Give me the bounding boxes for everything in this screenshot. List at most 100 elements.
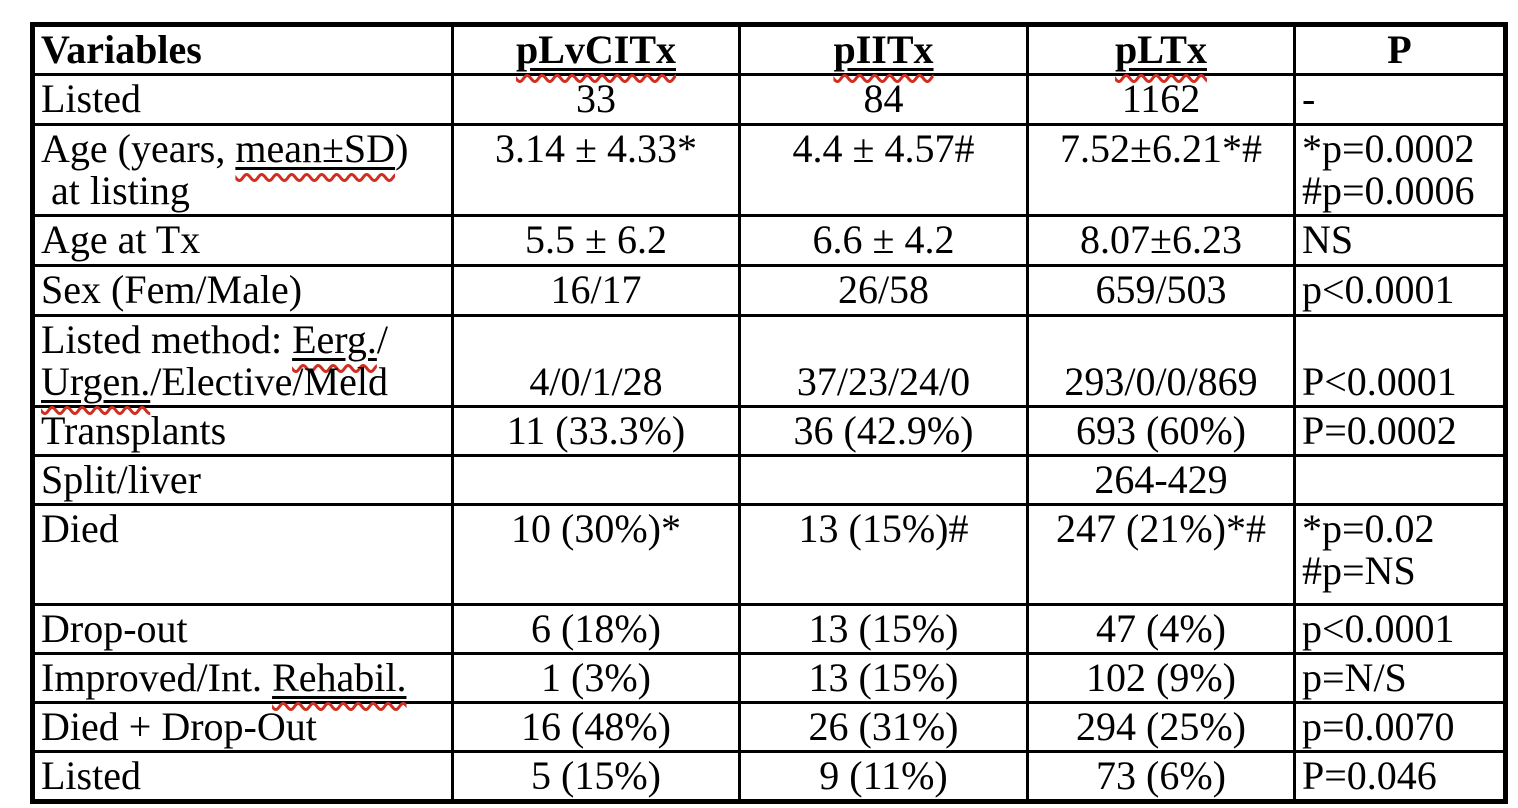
text-segment: Died + Drop-Out bbox=[41, 704, 317, 749]
cell-line: 693 (60%) bbox=[1035, 410, 1287, 452]
cell-age-at-tx-col2: 6.6 ± 4.2 bbox=[738, 214, 1029, 267]
cell-listed-col2: 84 bbox=[738, 73, 1029, 126]
cell-sex-col0: Sex (Fem/Male) bbox=[31, 264, 454, 317]
cell-listed-end-col2: 9 (11%) bbox=[738, 750, 1029, 803]
cell-drop-out-col3: 47 (4%) bbox=[1026, 603, 1296, 655]
cell-improved-int-rehabil-col3: 102 (9%) bbox=[1026, 652, 1296, 704]
row-died-plus-drop-out: Died + Drop-Out 16 (48%) 26 (31%) 294 (25%)… bbox=[31, 701, 1507, 753]
cell-split-liver-col4 bbox=[1293, 454, 1507, 506]
cell-listed-method-col3: 293/0/0/869 bbox=[1026, 314, 1296, 408]
cell-listed-end-col0: Listed bbox=[31, 750, 454, 803]
cell-line: P<0.0001 bbox=[1302, 361, 1497, 403]
text-segment: 4.4 ± 4.57# bbox=[792, 126, 975, 171]
text-segment: P<0.0001 bbox=[1302, 359, 1457, 404]
text-segment: Transplants bbox=[41, 408, 227, 453]
cell-line: 4.4 ± 4.57# bbox=[747, 128, 1020, 170]
cell-died-col2: 13 (15%)# bbox=[738, 503, 1029, 606]
cell-drop-out-col2: 13 (15%) bbox=[738, 603, 1029, 655]
cell-died-plus-drop-out-col1: 16 (48%) bbox=[451, 701, 741, 753]
cell-line: Variables bbox=[41, 29, 445, 71]
cell-line: 13 (15%)# bbox=[747, 508, 1020, 550]
cell-listed-end-col1: 5 (15%) bbox=[451, 750, 741, 803]
cell-died-col0: Died bbox=[31, 503, 454, 606]
cell-age-at-listing-col2: 4.4 ± 4.57# bbox=[738, 123, 1029, 217]
cell-split-liver-col1 bbox=[451, 454, 741, 506]
underlined-misspelled-word: pLTx bbox=[1115, 27, 1207, 72]
text-segment: p<0.0001 bbox=[1302, 267, 1455, 312]
cell-age-at-tx-col4: NS bbox=[1293, 214, 1507, 267]
text-segment: 4/0/1/28 bbox=[529, 359, 663, 404]
text-segment: /Elective/Meld bbox=[150, 359, 388, 404]
cell-line: 26/58 bbox=[747, 269, 1020, 311]
underlined-misspelled-word: Rehabil. bbox=[272, 655, 406, 700]
column-header-p: P bbox=[1293, 23, 1507, 76]
cell-age-at-tx-col0: Age at Tx bbox=[31, 214, 454, 267]
cell-line: 102 (9%) bbox=[1035, 657, 1287, 699]
cell-line: 36 (42.9%) bbox=[747, 410, 1020, 452]
text-segment: 293/0/0/869 bbox=[1064, 359, 1258, 404]
cell-died-plus-drop-out-col2: 26 (31%) bbox=[738, 701, 1029, 753]
row-drop-out: Drop-out 6 (18%) 13 (15%) 47 (4%) p<0.0001 bbox=[31, 603, 1507, 655]
results-table: Variables pLvCITx pIITx pLTx P Listed 33 84 116… bbox=[30, 22, 1508, 804]
row-improved-int-rehabil: Improved/Int. Rehabil. 1 (3%) 13 (15%) 102 … bbox=[31, 652, 1507, 704]
cell-line: P=0.046 bbox=[1302, 755, 1497, 797]
text-segment: 9 (11%) bbox=[819, 753, 948, 798]
cell-line: Transplants bbox=[41, 410, 445, 452]
column-header-variables: Variables bbox=[31, 23, 454, 76]
text-segment: Sex (Fem/Male) bbox=[41, 267, 303, 312]
cell-sex-col1: 16/17 bbox=[451, 264, 741, 317]
cell-line: Split/liver bbox=[41, 459, 445, 501]
row-listed-end: Listed 5 (15%) 9 (11%) 73 (6%) P=0.046 bbox=[31, 750, 1507, 803]
row-sex: Sex (Fem/Male) 16/17 26/58 659/503 p<0.0001 bbox=[31, 264, 1507, 317]
cell-line: Listed bbox=[41, 755, 445, 797]
cell-line: #p=NS bbox=[1302, 550, 1497, 592]
cell-age-at-tx-col3: 8.07±6.23 bbox=[1026, 214, 1296, 267]
text-segment: 8.07±6.23 bbox=[1080, 217, 1242, 262]
cell-line: Improved/Int. Rehabil. bbox=[41, 657, 445, 699]
row-died: Died 10 (30%)* 13 (15%)# 247 (21%)*# *p=0.02… bbox=[31, 503, 1507, 606]
spellcheck-squiggle-text: Eerg. bbox=[292, 317, 377, 362]
text-segment: 13 (15%) bbox=[808, 606, 959, 651]
cell-line: 294 (25%) bbox=[1035, 706, 1287, 748]
cell-line: 73 (6%) bbox=[1035, 755, 1287, 797]
cell-line: 47 (4%) bbox=[1035, 608, 1287, 650]
cell-split-liver-col3: 264-429 bbox=[1026, 454, 1296, 506]
row-split-liver: Split/liver 264-429 bbox=[31, 454, 1507, 506]
cell-line: 264-429 bbox=[1035, 459, 1287, 501]
cell-line: 6 (18%) bbox=[460, 608, 732, 650]
cell-line: 84 bbox=[747, 78, 1020, 120]
cell-split-liver-col0: Split/liver bbox=[31, 454, 454, 506]
text-segment: Age at Tx bbox=[41, 217, 201, 262]
cell-died-plus-drop-out-col4: p=0.0070 bbox=[1293, 701, 1507, 753]
cell-drop-out-col1: 6 (18%) bbox=[451, 603, 741, 655]
cell-line: pIITx bbox=[747, 29, 1020, 71]
cell-line: 10 (30%)* bbox=[460, 508, 732, 550]
text-segment: 247 (21%)*# bbox=[1056, 506, 1266, 551]
text-segment: P=0.046 bbox=[1302, 753, 1437, 798]
text-segment: 47 (4%) bbox=[1096, 606, 1226, 651]
text-segment: Listed bbox=[41, 76, 141, 121]
cell-line: 13 (15%) bbox=[747, 608, 1020, 650]
text-segment: 6.6 ± 4.2 bbox=[812, 217, 955, 262]
text-segment: Split/liver bbox=[41, 457, 201, 502]
cell-improved-int-rehabil-col0: Improved/Int. Rehabil. bbox=[31, 652, 454, 704]
text-segment: 36 (42.9%) bbox=[793, 408, 974, 453]
text-segment: p<0.0001 bbox=[1302, 606, 1455, 651]
text-segment: #p=0.0006 bbox=[1302, 168, 1475, 213]
text-segment: 33 bbox=[576, 76, 616, 121]
column-header-pltx: pLTx bbox=[1026, 23, 1296, 76]
text-segment: ) bbox=[395, 126, 409, 171]
spellcheck-squiggle-text: Urgen. bbox=[41, 359, 151, 404]
cell-sex-col3: 659/503 bbox=[1026, 264, 1296, 317]
cell-line: Age (years, mean±SD) bbox=[41, 128, 445, 170]
row-transplants: Transplants 11 (33.3%) 36 (42.9%) 693 (60%)… bbox=[31, 405, 1507, 457]
cell-line: 33 bbox=[460, 78, 732, 120]
text-segment: Variables bbox=[41, 27, 202, 72]
cell-transplants-col2: 36 (42.9%) bbox=[738, 405, 1029, 457]
cell-line: Drop-out bbox=[41, 608, 445, 650]
text-segment: 5 (15%) bbox=[531, 753, 661, 798]
cell-drop-out-col0: Drop-out bbox=[31, 603, 454, 655]
cell-line: - bbox=[1302, 78, 1497, 120]
cell-sex-col2: 26/58 bbox=[738, 264, 1029, 317]
cell-line: p<0.0001 bbox=[1302, 269, 1497, 311]
